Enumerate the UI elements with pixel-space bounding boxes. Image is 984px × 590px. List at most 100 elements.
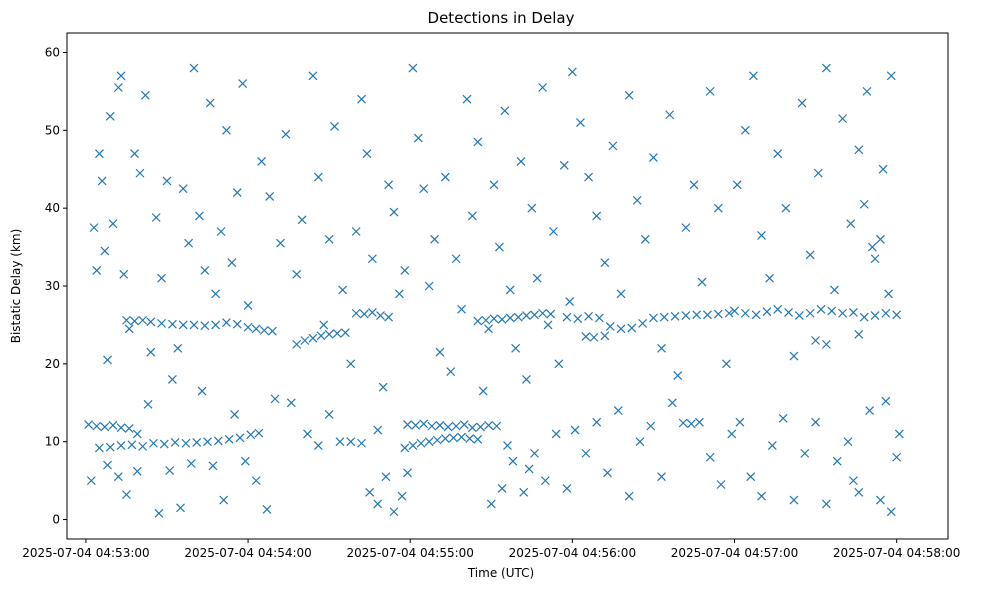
y-tick-label: 20 bbox=[45, 357, 60, 371]
data-point-x-marker bbox=[313, 441, 323, 451]
data-point-x-marker bbox=[330, 121, 339, 131]
data-point-x-marker bbox=[549, 227, 558, 236]
data-point-x-marker bbox=[894, 429, 904, 439]
data-point-x-marker bbox=[735, 417, 745, 427]
data-point-x-marker bbox=[581, 448, 591, 458]
x-axis-ticks: 2025-07-04 04:53:00 2025-07-04 04:54:00 20… bbox=[22, 539, 960, 560]
data-point-x-marker bbox=[116, 423, 126, 433]
data-point-x-marker bbox=[603, 468, 612, 478]
data-point-x-marker bbox=[689, 180, 699, 190]
data-point-x-marker bbox=[384, 312, 394, 322]
data-point-x-marker bbox=[105, 111, 115, 121]
data-point-x-marker bbox=[373, 499, 383, 509]
data-point-x-marker bbox=[892, 310, 902, 320]
data-point-x-marker bbox=[170, 438, 180, 447]
data-point-x-marker bbox=[492, 421, 502, 431]
data-point-x-marker bbox=[108, 219, 118, 229]
data-point-x-marker bbox=[178, 184, 188, 194]
data-point-x-marker bbox=[592, 211, 602, 221]
data-point-x-marker bbox=[562, 312, 572, 322]
data-point-x-marker bbox=[397, 491, 407, 501]
data-point-x-marker bbox=[222, 318, 231, 328]
data-point-x-marker bbox=[316, 331, 326, 341]
data-point-x-marker bbox=[324, 234, 334, 244]
data-point-x-marker bbox=[516, 157, 526, 166]
data-point-x-marker bbox=[616, 324, 626, 334]
data-point-x-marker bbox=[816, 304, 826, 314]
data-point-x-marker bbox=[881, 396, 891, 406]
data-point-x-marker bbox=[508, 456, 518, 466]
data-point-x-marker bbox=[300, 336, 310, 345]
data-point-x-marker bbox=[527, 203, 537, 213]
data-point-x-marker bbox=[681, 223, 691, 233]
data-point-x-marker bbox=[97, 176, 107, 186]
data-point-x-marker bbox=[800, 448, 810, 458]
data-point-x-marker bbox=[308, 71, 318, 81]
data-point-x-marker bbox=[146, 317, 156, 327]
data-point-x-marker bbox=[176, 503, 185, 513]
data-point-x-marker bbox=[573, 314, 583, 324]
y-tick-label: 40 bbox=[45, 201, 60, 215]
data-point-x-marker bbox=[211, 289, 221, 299]
data-point-x-marker bbox=[503, 441, 512, 451]
data-point-x-marker bbox=[116, 71, 126, 81]
data-point-x-marker bbox=[116, 441, 126, 451]
data-point-x-marker bbox=[367, 308, 377, 317]
data-point-x-marker bbox=[697, 277, 707, 287]
data-point-x-marker bbox=[665, 110, 675, 120]
data-point-x-marker bbox=[703, 310, 712, 320]
data-point-x-marker bbox=[286, 398, 296, 408]
data-point-x-marker bbox=[757, 491, 766, 501]
data-point-x-marker bbox=[394, 289, 404, 299]
data-point-x-marker bbox=[100, 422, 110, 432]
data-point-x-marker bbox=[408, 63, 418, 73]
data-point-x-marker bbox=[640, 234, 650, 244]
data-point-x-marker bbox=[635, 437, 645, 447]
data-point-x-marker bbox=[424, 437, 434, 447]
data-point-x-marker bbox=[581, 332, 591, 342]
data-point-x-marker bbox=[594, 313, 604, 323]
data-point-x-marker bbox=[757, 230, 766, 240]
data-point-x-marker bbox=[346, 359, 356, 369]
data-point-x-marker bbox=[124, 324, 134, 334]
data-point-x-marker bbox=[143, 399, 153, 409]
data-point-x-marker bbox=[546, 309, 556, 319]
data-point-x-marker bbox=[411, 420, 421, 430]
data-point-x-marker bbox=[135, 168, 145, 178]
data-point-x-marker bbox=[124, 424, 134, 433]
data-point-x-marker bbox=[681, 311, 691, 321]
data-point-x-marker bbox=[138, 315, 148, 325]
data-point-x-marker bbox=[789, 351, 799, 361]
data-point-x-marker bbox=[265, 192, 275, 201]
data-point-x-marker bbox=[276, 238, 285, 248]
data-point-x-marker bbox=[848, 476, 858, 486]
data-point-x-marker bbox=[484, 420, 494, 430]
data-point-x-marker bbox=[181, 438, 191, 448]
data-point-x-marker bbox=[794, 311, 804, 321]
data-point-x-marker bbox=[319, 320, 329, 330]
data-point-x-marker bbox=[797, 98, 807, 108]
data-point-x-marker bbox=[746, 472, 756, 482]
x-axis-label: Time (UTC) bbox=[467, 566, 534, 580]
data-point-x-marker bbox=[457, 304, 466, 314]
data-point-x-marker bbox=[346, 437, 356, 447]
data-point-x-marker bbox=[751, 310, 761, 320]
data-point-x-marker bbox=[262, 504, 272, 514]
data-point-x-marker bbox=[659, 312, 669, 322]
data-point-x-marker bbox=[865, 406, 875, 415]
data-point-x-marker bbox=[251, 476, 261, 486]
data-point-x-marker bbox=[649, 153, 658, 162]
data-point-x-marker bbox=[340, 328, 350, 338]
data-point-x-marker bbox=[92, 266, 102, 275]
data-point-x-marker bbox=[189, 63, 199, 73]
data-point-x-marker bbox=[884, 289, 893, 299]
data-point-x-marker bbox=[805, 308, 815, 318]
data-point-x-marker bbox=[686, 419, 696, 429]
data-point-x-marker bbox=[657, 472, 666, 482]
data-point-x-marker bbox=[649, 313, 658, 323]
data-point-x-marker bbox=[673, 371, 683, 380]
data-point-x-marker bbox=[103, 460, 112, 470]
data-point-x-marker bbox=[86, 476, 96, 486]
data-point-x-marker bbox=[205, 98, 215, 108]
